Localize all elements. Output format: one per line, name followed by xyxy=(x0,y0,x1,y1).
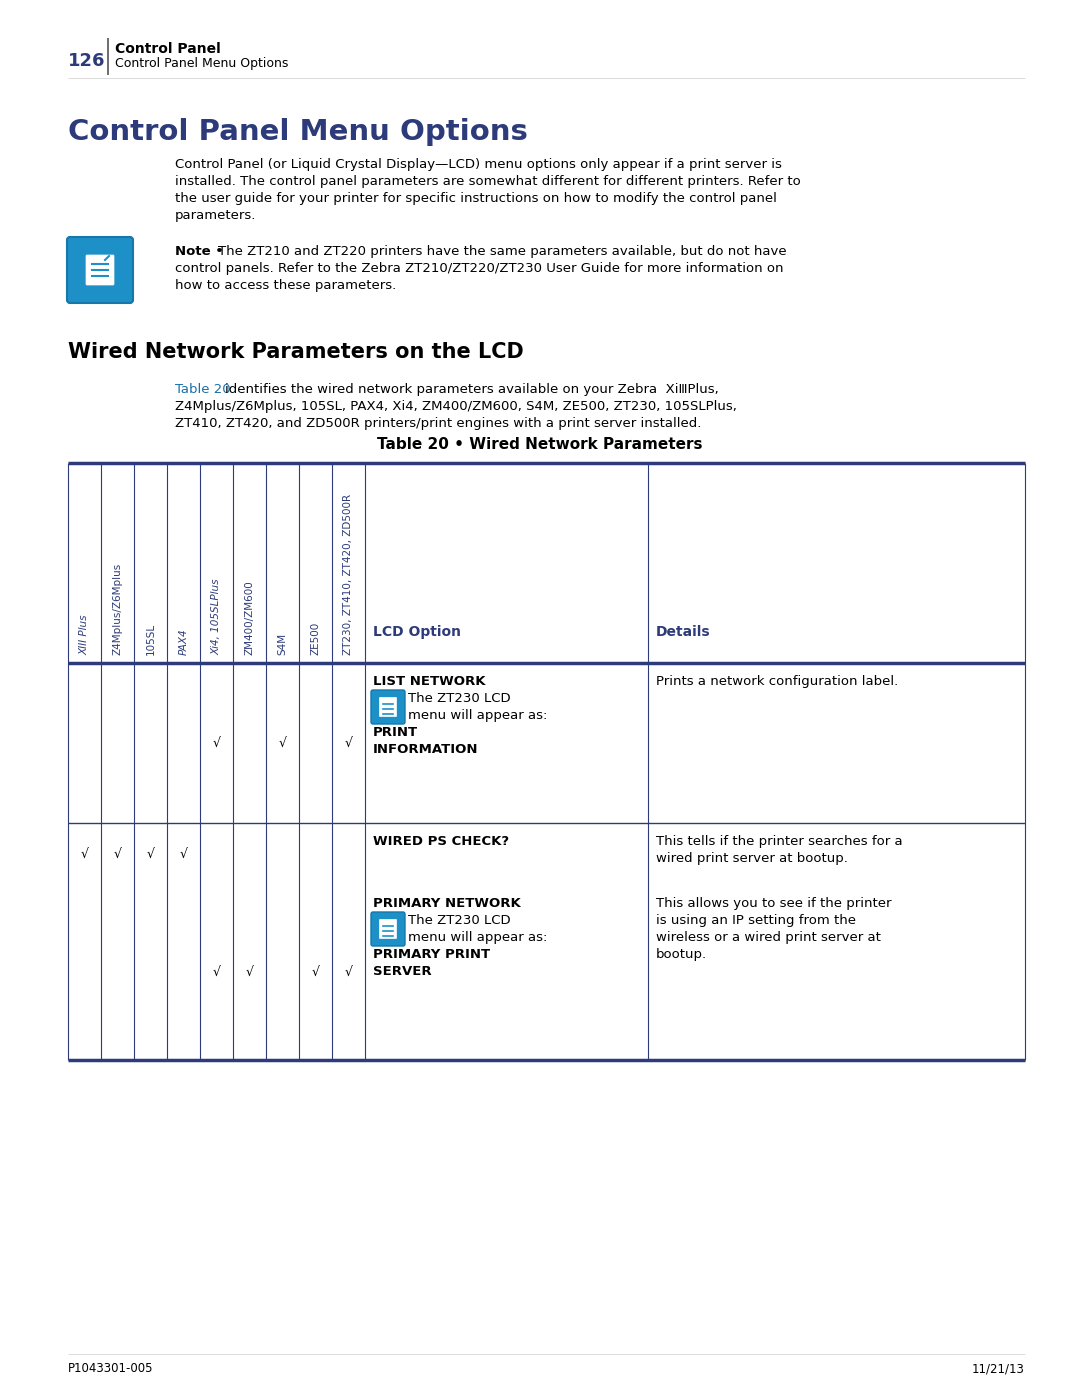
Text: control panels. Refer to the Zebra ZT210/ZT220/ZT230 User Guide for more informa: control panels. Refer to the Zebra ZT210… xyxy=(175,263,783,275)
Text: √: √ xyxy=(311,965,320,979)
FancyBboxPatch shape xyxy=(379,697,396,717)
Text: √: √ xyxy=(345,965,352,979)
Text: PAX4: PAX4 xyxy=(178,629,189,655)
Text: Z4Mplus/Z6Mplus, 105SL, PAX4, Xi4, ZM400/ZM600, S4M, ZE500, ZT230, 105SLPlus,: Z4Mplus/Z6Mplus, 105SL, PAX4, Xi4, ZM400… xyxy=(175,400,737,414)
Text: 126: 126 xyxy=(68,52,106,70)
Text: ZT230, ZT410, ZT420, ZD500R: ZT230, ZT410, ZT420, ZD500R xyxy=(343,495,353,655)
FancyBboxPatch shape xyxy=(86,256,114,285)
Text: bootup.: bootup. xyxy=(656,949,707,961)
Text: √: √ xyxy=(345,736,352,750)
Text: Control Panel Menu Options: Control Panel Menu Options xyxy=(114,57,288,70)
Text: Table 20: Table 20 xyxy=(175,383,231,395)
Text: Wired Network Parameters on the LCD: Wired Network Parameters on the LCD xyxy=(68,342,524,362)
Text: √: √ xyxy=(147,848,154,861)
Text: wired print server at bootup.: wired print server at bootup. xyxy=(656,852,848,865)
Text: LIST NETWORK: LIST NETWORK xyxy=(373,675,486,687)
Text: menu will appear as:: menu will appear as: xyxy=(408,930,548,944)
Text: Table 20 • Wired Network Parameters: Table 20 • Wired Network Parameters xyxy=(377,437,703,453)
FancyBboxPatch shape xyxy=(67,237,133,303)
Text: The ZT210 and ZT220 printers have the same parameters available, but do not have: The ZT210 and ZT220 printers have the sa… xyxy=(218,244,786,258)
FancyBboxPatch shape xyxy=(372,912,405,946)
Text: P1043301-005: P1043301-005 xyxy=(68,1362,153,1375)
Text: Details: Details xyxy=(656,624,711,638)
Text: Control Panel (or Liquid Crystal Display—LCD) menu options only appear if a prin: Control Panel (or Liquid Crystal Display… xyxy=(175,158,782,170)
Text: identifies the wired network parameters available on your Zebra  XiⅢPlus,: identifies the wired network parameters … xyxy=(225,383,719,395)
Text: √: √ xyxy=(81,848,89,861)
Text: S4M: S4M xyxy=(278,633,287,655)
Text: ZT410, ZT420, and ZD500R printers/print engines with a print server installed.: ZT410, ZT420, and ZD500R printers/print … xyxy=(175,416,701,430)
Text: √: √ xyxy=(213,736,220,750)
Text: √: √ xyxy=(213,965,220,979)
Text: Z4Mplus/Z6Mplus: Z4Mplus/Z6Mplus xyxy=(112,563,122,655)
Text: LCD Option: LCD Option xyxy=(373,624,461,638)
Text: menu will appear as:: menu will appear as: xyxy=(408,710,548,722)
Text: 11/21/13: 11/21/13 xyxy=(972,1362,1025,1375)
Text: Control Panel Menu Options: Control Panel Menu Options xyxy=(68,117,528,147)
Text: INFORMATION: INFORMATION xyxy=(373,743,478,756)
Text: SERVER: SERVER xyxy=(373,965,432,978)
Text: √: √ xyxy=(179,848,188,861)
Text: WIRED PS CHECK?: WIRED PS CHECK? xyxy=(373,835,509,848)
Text: wireless or a wired print server at: wireless or a wired print server at xyxy=(656,930,881,944)
FancyBboxPatch shape xyxy=(372,690,405,724)
Text: This allows you to see if the printer: This allows you to see if the printer xyxy=(656,897,891,909)
Text: The ZT230 LCD: The ZT230 LCD xyxy=(408,692,511,705)
Text: √: √ xyxy=(113,848,121,861)
Text: This tells if the printer searches for a: This tells if the printer searches for a xyxy=(656,835,903,848)
Text: ZE500: ZE500 xyxy=(311,622,321,655)
Text: Control Panel: Control Panel xyxy=(114,42,220,56)
Text: PRINT: PRINT xyxy=(373,726,418,739)
Text: Prints a network configuration label.: Prints a network configuration label. xyxy=(656,675,899,687)
Text: how to access these parameters.: how to access these parameters. xyxy=(175,279,396,292)
Text: PRIMARY PRINT: PRIMARY PRINT xyxy=(373,949,490,961)
Text: is using an IP setting from the: is using an IP setting from the xyxy=(656,914,856,928)
Text: XIII Plus: XIII Plus xyxy=(80,615,90,655)
Text: Xi4, 105SLPlus: Xi4, 105SLPlus xyxy=(212,578,221,655)
Text: installed. The control panel parameters are somewhat different for different pri: installed. The control panel parameters … xyxy=(175,175,800,189)
Text: √: √ xyxy=(279,736,286,750)
Text: 105SL: 105SL xyxy=(146,623,156,655)
Text: The ZT230 LCD: The ZT230 LCD xyxy=(408,914,511,928)
Text: PRIMARY NETWORK: PRIMARY NETWORK xyxy=(373,897,521,909)
Text: √: √ xyxy=(245,965,254,979)
Text: the user guide for your printer for specific instructions on how to modify the c: the user guide for your printer for spec… xyxy=(175,191,777,205)
Text: parameters.: parameters. xyxy=(175,210,256,222)
FancyBboxPatch shape xyxy=(379,919,396,939)
Text: Note •: Note • xyxy=(175,244,228,258)
Text: ZM400/ZM600: ZM400/ZM600 xyxy=(244,580,255,655)
